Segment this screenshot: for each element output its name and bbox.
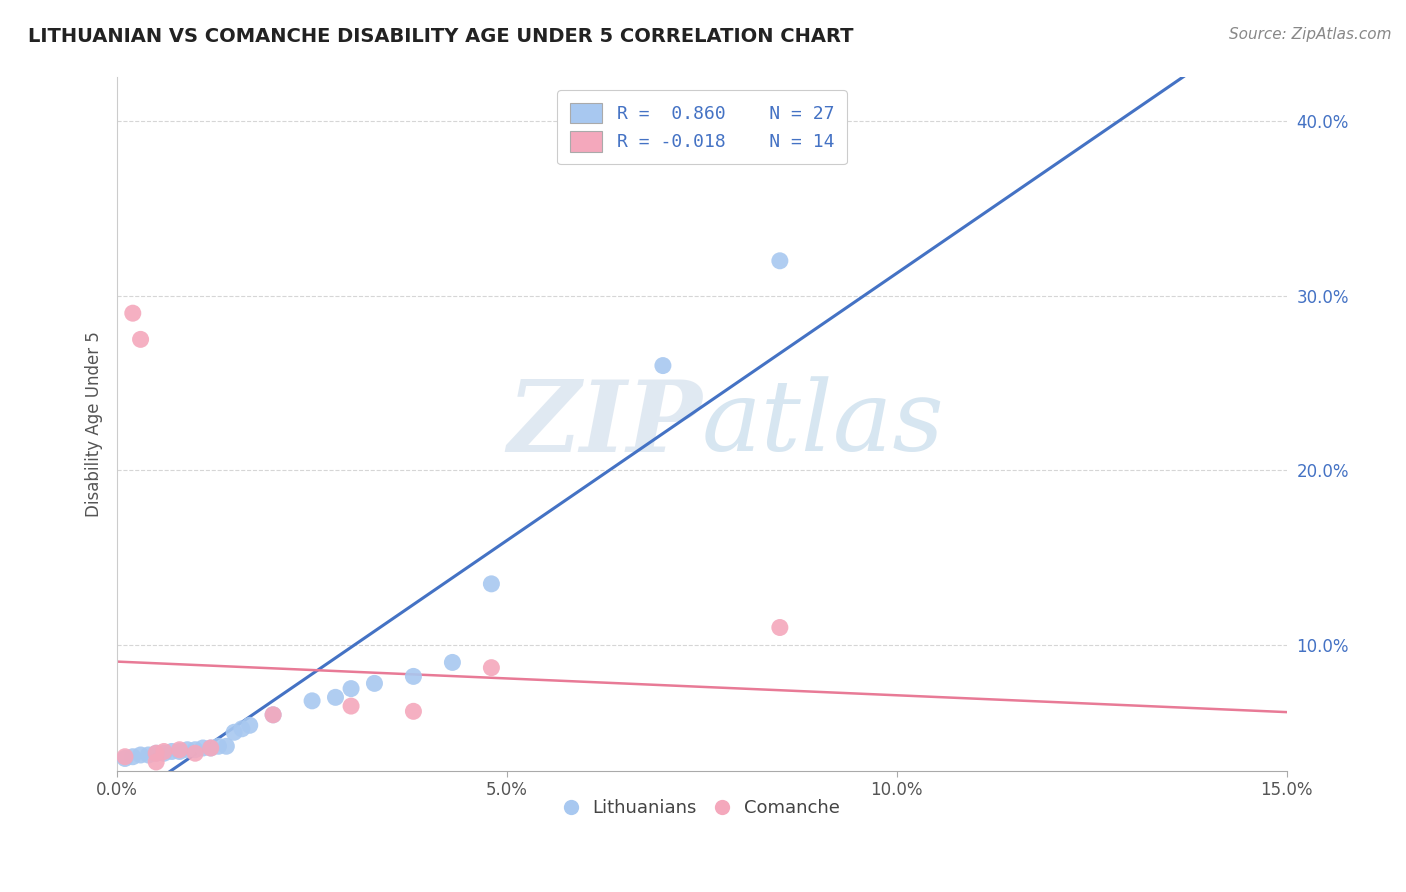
Point — [153, 744, 176, 758]
Point — [169, 743, 191, 757]
Point — [184, 743, 207, 757]
Point — [129, 747, 152, 762]
Point — [301, 694, 323, 708]
Y-axis label: Disability Age Under 5: Disability Age Under 5 — [86, 331, 103, 517]
Text: Source: ZipAtlas.com: Source: ZipAtlas.com — [1229, 27, 1392, 42]
Point — [651, 359, 673, 373]
Point — [262, 707, 284, 722]
Point — [215, 739, 238, 754]
Point — [176, 743, 198, 757]
Point — [769, 253, 792, 268]
Point — [129, 332, 152, 346]
Point — [114, 751, 136, 765]
Legend: Lithuanians, Comanche: Lithuanians, Comanche — [557, 791, 848, 824]
Point — [145, 755, 167, 769]
Point — [402, 704, 425, 718]
Point — [114, 749, 136, 764]
Point — [207, 739, 229, 754]
Point — [363, 676, 385, 690]
Point — [121, 749, 143, 764]
Point — [402, 669, 425, 683]
Point — [340, 681, 363, 696]
Point — [441, 656, 464, 670]
Point — [153, 746, 176, 760]
Point — [224, 725, 246, 739]
Point — [262, 707, 284, 722]
Point — [145, 746, 167, 760]
Point — [239, 718, 262, 732]
Point — [481, 577, 503, 591]
Point — [191, 741, 214, 756]
Point — [769, 620, 792, 634]
Point — [169, 744, 191, 758]
Text: atlas: atlas — [702, 376, 945, 472]
Point — [325, 690, 347, 705]
Point — [145, 746, 167, 760]
Point — [231, 722, 253, 736]
Point — [340, 699, 363, 714]
Point — [184, 746, 207, 760]
Point — [200, 741, 222, 756]
Text: LITHUANIAN VS COMANCHE DISABILITY AGE UNDER 5 CORRELATION CHART: LITHUANIAN VS COMANCHE DISABILITY AGE UN… — [28, 27, 853, 45]
Point — [481, 661, 503, 675]
Text: ZIP: ZIP — [508, 376, 702, 473]
Point — [138, 747, 160, 762]
Point — [160, 744, 183, 758]
Point — [121, 306, 143, 320]
Point — [200, 741, 222, 756]
